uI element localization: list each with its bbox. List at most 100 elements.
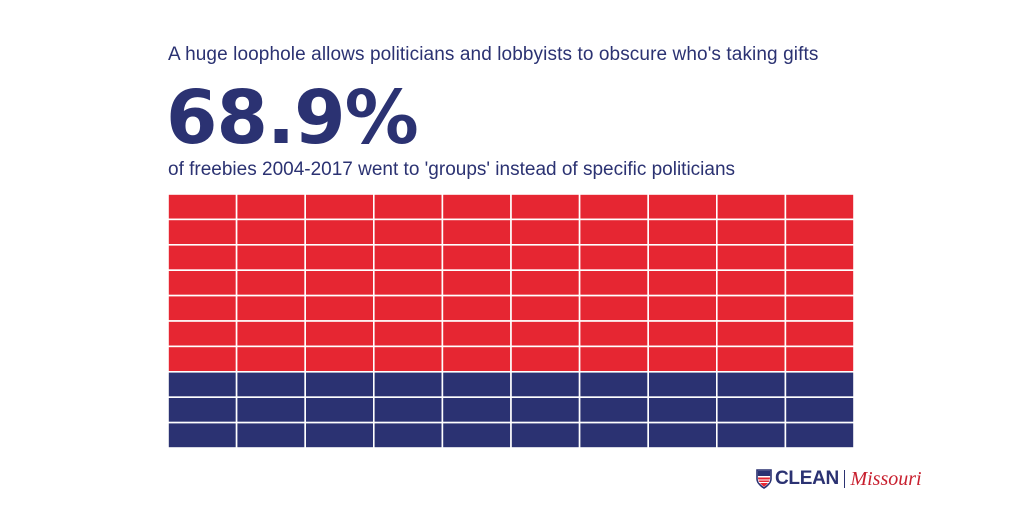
waffle-cell [578, 243, 650, 271]
waffle-cell [235, 243, 306, 271]
waffle-cell [647, 218, 718, 246]
waffle-cell [441, 218, 512, 246]
waffle-cell [578, 218, 650, 246]
waffle-cell [715, 194, 787, 221]
waffle-cell [715, 294, 787, 322]
waffle-cell [373, 320, 444, 348]
waffle-cell [715, 396, 787, 424]
waffle-cell [784, 218, 854, 246]
waffle-cell [168, 218, 238, 246]
waffle-cell [510, 243, 581, 271]
waffle-cell [168, 269, 238, 297]
waffle-cell [510, 269, 581, 297]
waffle-cell [235, 294, 306, 322]
waffle-cell [168, 243, 238, 271]
waffle-cell [441, 294, 512, 322]
waffle-cell [715, 269, 787, 297]
waffle-cell [304, 243, 375, 271]
waffle-cell [441, 320, 512, 348]
waffle-cell [784, 194, 854, 221]
waffle-cell [235, 269, 306, 297]
waffle-cell [441, 396, 512, 424]
waffle-cell [304, 421, 375, 448]
waffle-cell [373, 421, 444, 448]
waffle-cell [715, 421, 787, 448]
waffle-cell [715, 243, 787, 271]
waffle-cell [784, 421, 854, 448]
waffle-cell [235, 345, 306, 373]
waffle-cell [373, 371, 444, 399]
waffle-cell [715, 345, 787, 373]
waffle-cell [784, 269, 854, 297]
waffle-cell [784, 345, 854, 373]
waffle-cell [715, 371, 787, 399]
big-percentage: 68.9% [166, 75, 419, 161]
waffle-cell [510, 421, 581, 448]
waffle-cell [578, 320, 650, 348]
waffle-cell [373, 396, 444, 424]
waffle-cell [647, 320, 718, 348]
waffle-cell [304, 294, 375, 322]
waffle-cell [235, 371, 306, 399]
waffle-chart [168, 194, 854, 448]
shield-icon [756, 469, 772, 489]
waffle-cell [441, 194, 512, 221]
waffle-cell [510, 320, 581, 348]
waffle-cell [304, 320, 375, 348]
waffle-cell [235, 396, 306, 424]
waffle-cell [168, 371, 238, 399]
logo-missouri-text: Missouri [850, 467, 922, 490]
waffle-cell [168, 294, 238, 322]
waffle-cell [510, 194, 581, 221]
waffle-cell [235, 194, 306, 221]
waffle-cell [168, 421, 238, 448]
subline: of freebies 2004-2017 went to 'groups' i… [168, 159, 736, 180]
waffle-cell [510, 294, 581, 322]
waffle-cell [168, 194, 238, 221]
waffle-cell [578, 421, 650, 448]
waffle-cell [784, 320, 854, 348]
waffle-cell [373, 194, 444, 221]
waffle-cell [441, 371, 512, 399]
waffle-cell [647, 243, 718, 271]
waffle-cell [647, 421, 718, 448]
waffle-cell [373, 243, 444, 271]
waffle-cell [441, 243, 512, 271]
clean-missouri-logo: CLEAN Missouri [756, 466, 922, 492]
waffle-cell [510, 371, 581, 399]
waffle-cell [441, 269, 512, 297]
waffle-cell [304, 371, 375, 399]
waffle-cell [578, 396, 650, 424]
waffle-cell [578, 294, 650, 322]
waffle-cell [647, 294, 718, 322]
headline: A huge loophole allows politicians and l… [168, 44, 819, 65]
waffle-cell [304, 269, 375, 297]
waffle-cell [441, 421, 512, 448]
waffle-cell [235, 320, 306, 348]
waffle-cell [578, 345, 650, 373]
waffle-cell [784, 243, 854, 271]
waffle-cell [510, 396, 581, 424]
waffle-cell [373, 218, 444, 246]
waffle-cell [647, 396, 718, 424]
waffle-cell [578, 371, 650, 399]
waffle-cell [647, 194, 718, 221]
waffle-cell [235, 218, 306, 246]
waffle-cell [784, 294, 854, 322]
waffle-cell [168, 320, 238, 348]
waffle-cell [715, 218, 787, 246]
waffle-cell [647, 345, 718, 373]
waffle-cell [168, 396, 238, 424]
waffle-cell [647, 269, 718, 297]
waffle-cell [510, 345, 581, 373]
waffle-cell [304, 396, 375, 424]
waffle-cell [373, 294, 444, 322]
waffle-cell [168, 345, 238, 373]
waffle-cell [441, 345, 512, 373]
waffle-cell [578, 269, 650, 297]
waffle-cell [304, 345, 375, 373]
waffle-cell [784, 396, 854, 424]
waffle-cell [373, 269, 444, 297]
waffle-cell [715, 320, 787, 348]
